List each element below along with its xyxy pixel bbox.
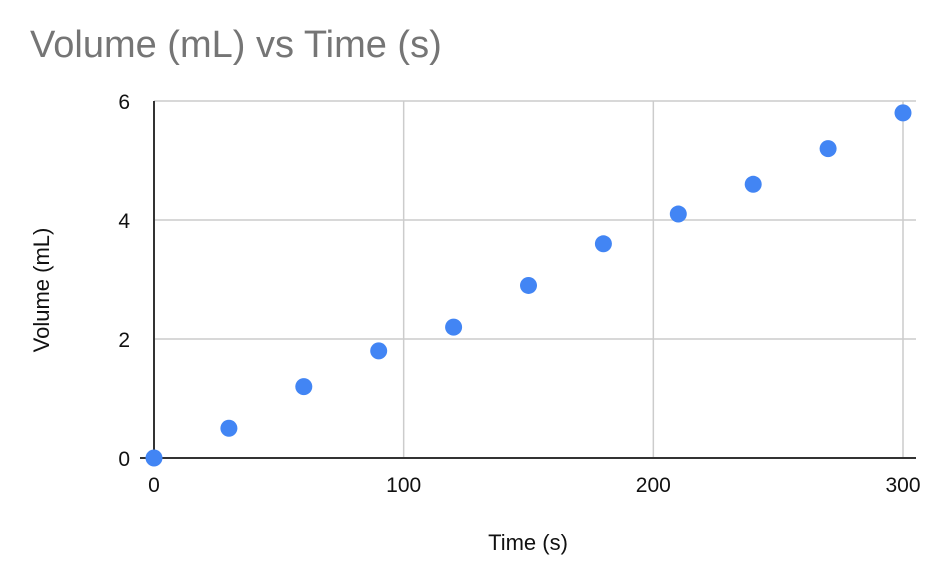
data-point <box>744 175 762 193</box>
data-point <box>220 419 238 437</box>
x-tick-label: 300 <box>885 474 920 497</box>
data-point <box>669 205 687 223</box>
data-point <box>819 140 837 158</box>
chart-title: Volume (mL) vs Time (s) <box>30 24 442 66</box>
x-axis-title: Time (s) <box>488 530 568 555</box>
data-point <box>295 378 313 396</box>
x-tick-label: 0 <box>148 474 160 497</box>
x-tick-label: 200 <box>636 474 671 497</box>
data-point <box>370 342 388 360</box>
y-tick-label: 0 <box>118 448 130 471</box>
data-point <box>894 104 912 122</box>
x-tick-label: 100 <box>386 474 421 497</box>
data-point <box>594 235 612 253</box>
y-tick-label: 2 <box>118 329 130 352</box>
y-tick-label: 6 <box>118 91 130 114</box>
data-point <box>520 276 537 294</box>
y-tick-label: 4 <box>118 210 130 233</box>
data-point <box>445 318 463 336</box>
data-point <box>145 449 163 467</box>
